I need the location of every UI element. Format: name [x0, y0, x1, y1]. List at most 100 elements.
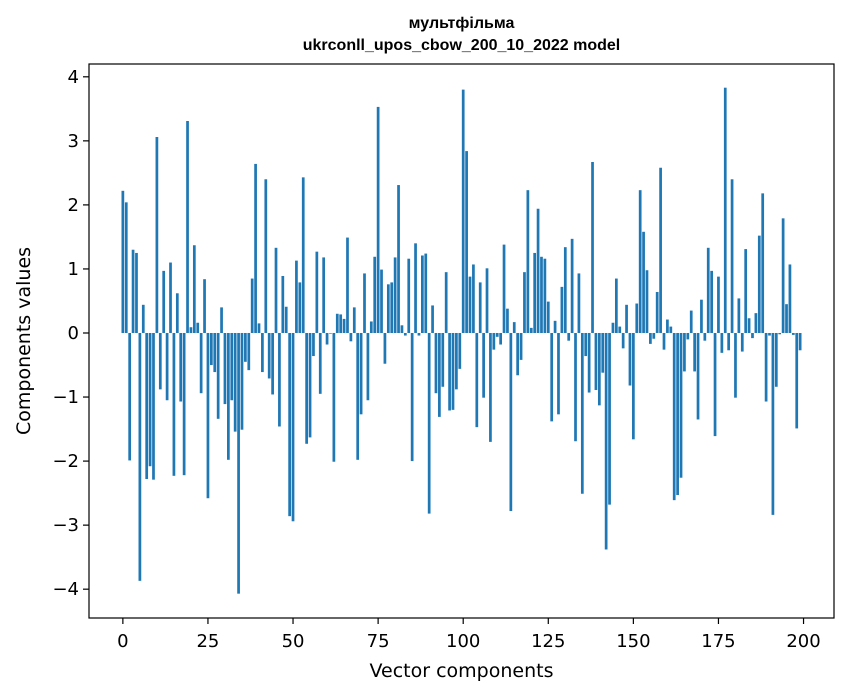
- bar-component-148: [625, 304, 628, 333]
- bar-component-168: [693, 332, 696, 372]
- bar-component-193: [778, 332, 782, 335]
- bar-component-45: [274, 247, 278, 333]
- bar-component-101: [465, 151, 468, 333]
- bar-component-11: [158, 332, 162, 390]
- bar-component-149: [628, 332, 632, 386]
- bar-component-171: [703, 332, 707, 341]
- bar-component-2: [128, 332, 132, 461]
- bar-component-109: [492, 332, 496, 350]
- bar-component-104: [475, 332, 479, 428]
- bar-component-9: [152, 332, 155, 480]
- bar-component-157: [655, 292, 659, 333]
- bar-component-87: [417, 332, 421, 336]
- bar-component-1: [124, 202, 128, 333]
- bar-component-174: [713, 332, 717, 437]
- bar-component-16: [175, 293, 179, 333]
- bar-component-30: [223, 332, 227, 405]
- bar-component-29: [220, 307, 223, 333]
- bar-component-185: [751, 332, 754, 339]
- y-tick-label: −4: [52, 579, 79, 600]
- y-axis-ticks: −4 −3 −2 −1 0 1 2 3 4: [52, 67, 89, 600]
- bar-component-189: [764, 332, 768, 402]
- bar-component-124: [543, 258, 547, 333]
- bar-component-133: [574, 332, 577, 442]
- bar-component-96: [448, 332, 451, 411]
- bar-component-92: [434, 332, 438, 394]
- x-tick-label: 150: [616, 631, 650, 652]
- bar-component-41: [261, 332, 264, 373]
- bar-component-74: [373, 256, 377, 333]
- bar-component-85: [410, 332, 414, 462]
- bar-component-188: [761, 193, 765, 333]
- bar-component-132: [570, 238, 574, 333]
- bar-component-22: [196, 322, 200, 333]
- bar-component-140: [597, 332, 601, 406]
- x-tick-label: 25: [196, 631, 219, 652]
- bar-component-82: [400, 325, 404, 333]
- bar-component-94: [441, 332, 445, 387]
- bar-component-75: [376, 106, 380, 333]
- bar-component-183: [744, 249, 748, 333]
- bar-component-6: [141, 304, 145, 333]
- bar-component-13: [165, 332, 169, 401]
- bar-component-103: [472, 264, 475, 333]
- bar-component-20: [189, 327, 193, 333]
- bar-component-187: [757, 235, 761, 333]
- bar-component-196: [788, 264, 792, 333]
- bar-component-31: [227, 332, 230, 460]
- bar-component-28: [216, 332, 220, 419]
- bar-component-47: [281, 275, 285, 333]
- bar-component-65: [342, 318, 346, 333]
- bar-component-192: [774, 332, 778, 387]
- y-tick-label: 2: [68, 195, 79, 216]
- bar-component-198: [795, 332, 799, 429]
- bar-component-78: [386, 284, 390, 333]
- bar-component-34: [237, 332, 240, 594]
- x-axis-label: Vector components: [370, 660, 554, 682]
- bar-component-160: [666, 319, 669, 333]
- bar-component-38: [250, 278, 254, 333]
- bar-component-136: [584, 332, 588, 357]
- bar-component-35: [240, 332, 244, 430]
- bar-component-39: [254, 163, 257, 333]
- bar-component-40: [257, 323, 261, 333]
- bar-component-153: [642, 231, 645, 333]
- bar-component-197: [791, 332, 795, 335]
- bar-component-67: [349, 332, 353, 342]
- chart-title-line1: мультфільма: [409, 15, 515, 32]
- bar-component-176: [720, 332, 724, 353]
- bar-component-126: [550, 332, 554, 422]
- bar-component-71: [363, 273, 366, 333]
- chart-title-line2: ukrconll_upos_cbow_200_10_2022 model: [303, 37, 620, 54]
- bar-component-139: [594, 332, 598, 390]
- y-tick-label: −3: [52, 515, 79, 536]
- bar-component-194: [781, 218, 785, 333]
- bar-component-54: [305, 332, 308, 444]
- bar-component-14: [169, 262, 172, 333]
- bar-component-21: [192, 245, 196, 333]
- bar-component-112: [502, 244, 506, 333]
- bar-component-113: [506, 308, 509, 333]
- bar-component-37: [247, 332, 251, 371]
- bar-component-155: [649, 332, 652, 344]
- bar-component-118: [523, 272, 526, 333]
- bar-component-146: [618, 326, 622, 333]
- bar-component-3: [131, 249, 135, 333]
- bar-component-145: [614, 278, 618, 333]
- bar-component-66: [346, 237, 349, 333]
- y-tick-label: −1: [52, 387, 79, 408]
- bar-component-156: [652, 332, 656, 339]
- bar-component-79: [390, 282, 394, 333]
- bar-component-102: [468, 276, 472, 333]
- bar-component-122: [536, 208, 540, 333]
- bar-component-177: [723, 87, 727, 333]
- bar-component-46: [278, 332, 281, 427]
- bar-component-195: [785, 304, 788, 333]
- bar-component-56: [312, 332, 315, 357]
- bar-component-10: [155, 137, 159, 333]
- bar-component-147: [621, 332, 625, 349]
- bar-component-182: [740, 332, 744, 352]
- bar-component-191: [771, 332, 775, 515]
